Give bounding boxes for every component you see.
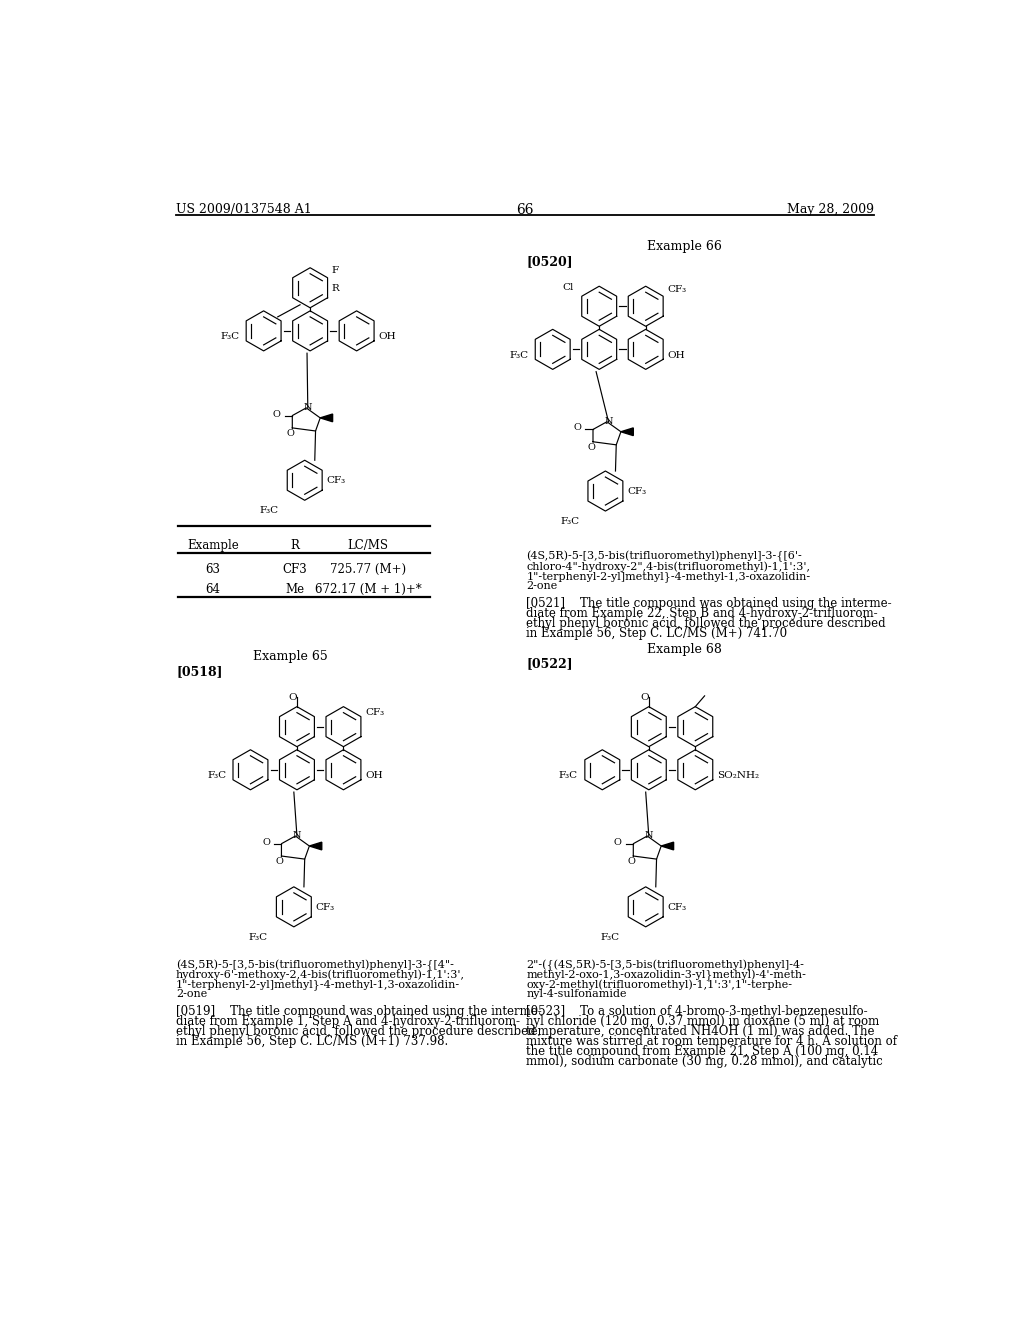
Text: oxy-2-methyl(trifluoromethyl)-1,1':3',1"-terphe-: oxy-2-methyl(trifluoromethyl)-1,1':3',1"… xyxy=(526,979,793,990)
Text: 672.17 (M + 1)+*: 672.17 (M + 1)+* xyxy=(314,583,422,597)
Text: R: R xyxy=(290,539,299,552)
Text: O: O xyxy=(289,693,297,702)
Text: OH: OH xyxy=(366,771,383,780)
Text: 2-one: 2-one xyxy=(526,581,558,591)
Text: [0518]: [0518] xyxy=(176,665,222,678)
Text: CF₃: CF₃ xyxy=(315,903,335,912)
Text: F₃C: F₃C xyxy=(207,771,226,780)
Text: N: N xyxy=(644,832,653,841)
Text: Example 66: Example 66 xyxy=(647,240,722,253)
Text: CF₃: CF₃ xyxy=(668,285,686,293)
Text: 66: 66 xyxy=(516,203,534,216)
Text: Example: Example xyxy=(187,539,240,552)
Text: F₃C: F₃C xyxy=(249,933,268,942)
Text: (4S,5R)-5-[3,5-bis(trifluoromethyl)phenyl]-3-{[6'-: (4S,5R)-5-[3,5-bis(trifluoromethyl)pheny… xyxy=(526,552,802,562)
Text: O: O xyxy=(262,838,270,846)
Text: nyl-4-sulfonamide: nyl-4-sulfonamide xyxy=(526,989,627,999)
Text: [0521]    The title compound was obtained using the interme-: [0521] The title compound was obtained u… xyxy=(526,597,892,610)
Text: F₃C: F₃C xyxy=(560,517,580,527)
Text: diate from Example 1, Step A and 4-hydroxy-2-trifluorom-: diate from Example 1, Step A and 4-hydro… xyxy=(176,1015,520,1028)
Text: methyl-2-oxo-1,3-oxazolidin-3-yl}methyl)-4'-meth-: methyl-2-oxo-1,3-oxazolidin-3-yl}methyl)… xyxy=(526,969,806,981)
Polygon shape xyxy=(309,842,322,850)
Text: the title compound from Example 21, Step A (100 mg, 0.14: the title compound from Example 21, Step… xyxy=(526,1045,879,1059)
Text: F₃C: F₃C xyxy=(220,333,240,342)
Text: N: N xyxy=(303,404,312,412)
Text: F₃C: F₃C xyxy=(559,771,578,780)
Text: in Example 56, Step C. LC/MS (M+1) 737.98.: in Example 56, Step C. LC/MS (M+1) 737.9… xyxy=(176,1035,449,1048)
Text: Example 65: Example 65 xyxy=(253,649,328,663)
Text: SO₂NH₂: SO₂NH₂ xyxy=(717,771,759,780)
Text: 64: 64 xyxy=(206,583,221,597)
Text: 1"-terphenyl-2-yl]methyl}-4-methyl-1,3-oxazolidin-: 1"-terphenyl-2-yl]methyl}-4-methyl-1,3-o… xyxy=(176,979,460,990)
Text: ethyl phenyl boronic acid, followed the procedure described: ethyl phenyl boronic acid, followed the … xyxy=(176,1026,536,1039)
Text: O: O xyxy=(613,838,622,846)
Text: 1"-terphenyl-2-yl]methyl}-4-methyl-1,3-oxazolidin-: 1"-terphenyl-2-yl]methyl}-4-methyl-1,3-o… xyxy=(526,572,810,582)
Text: F: F xyxy=(332,267,339,275)
Text: CF₃: CF₃ xyxy=(366,708,384,717)
Text: [0519]    The title compound was obtained using the interme-: [0519] The title compound was obtained u… xyxy=(176,1006,542,1019)
Text: chloro-4"-hydroxy-2",4-bis(trifluoromethyl)-1,1':3',: chloro-4"-hydroxy-2",4-bis(trifluorometh… xyxy=(526,561,810,572)
Text: N: N xyxy=(604,417,612,426)
Polygon shape xyxy=(321,414,333,422)
Text: LC/MS: LC/MS xyxy=(348,539,389,552)
Text: 2"-({(4S,5R)-5-[3,5-bis(trifluoromethyl)phenyl]-4-: 2"-({(4S,5R)-5-[3,5-bis(trifluoromethyl)… xyxy=(526,960,804,970)
Text: O: O xyxy=(275,857,284,866)
Text: CF₃: CF₃ xyxy=(668,903,686,912)
Text: Cl: Cl xyxy=(562,284,573,292)
Text: O: O xyxy=(641,693,649,702)
Text: O: O xyxy=(588,442,595,451)
Text: 2-one: 2-one xyxy=(176,989,207,999)
Text: Me: Me xyxy=(285,583,304,597)
Text: O: O xyxy=(272,409,281,418)
Text: nyl chloride (120 mg, 0.37 mmol) in dioxane (5 ml) at room: nyl chloride (120 mg, 0.37 mmol) in diox… xyxy=(526,1015,880,1028)
Text: in Example 56, Step C. LC/MS (M+) 741.70: in Example 56, Step C. LC/MS (M+) 741.70 xyxy=(526,627,787,640)
Polygon shape xyxy=(662,842,674,850)
Text: N: N xyxy=(293,832,301,841)
Text: CF₃: CF₃ xyxy=(627,487,646,496)
Text: May 28, 2009: May 28, 2009 xyxy=(786,203,873,216)
Text: O: O xyxy=(573,424,582,433)
Text: 725.77 (M+): 725.77 (M+) xyxy=(330,564,407,577)
Text: 63: 63 xyxy=(206,564,221,577)
Text: F₃C: F₃C xyxy=(601,933,620,942)
Text: mmol), sodium carbonate (30 mg, 0.28 mmol), and catalytic: mmol), sodium carbonate (30 mg, 0.28 mmo… xyxy=(526,1056,883,1068)
Text: R: R xyxy=(332,284,340,293)
Text: CF3: CF3 xyxy=(283,564,307,577)
Text: US 2009/0137548 A1: US 2009/0137548 A1 xyxy=(176,203,311,216)
Text: hydroxy-6'-methoxy-2,4-bis(trifluoromethyl)-1,1':3',: hydroxy-6'-methoxy-2,4-bis(trifluorometh… xyxy=(176,969,465,979)
Text: OH: OH xyxy=(378,333,396,342)
Text: [0520]: [0520] xyxy=(526,256,573,268)
Text: diate from Example 22, Step B and 4-hydroxy-2-trifluorom-: diate from Example 22, Step B and 4-hydr… xyxy=(526,607,878,620)
Text: ethyl phenyl boronic acid, followed the procedure described: ethyl phenyl boronic acid, followed the … xyxy=(526,618,886,631)
Text: CF₃: CF₃ xyxy=(327,477,345,486)
Text: Example 68: Example 68 xyxy=(647,644,722,656)
Text: O: O xyxy=(628,857,636,866)
Polygon shape xyxy=(621,428,633,436)
Text: F₃C: F₃C xyxy=(509,351,528,360)
Text: [0523]    To a solution of 4-bromo-3-methyl-benzenesulfo-: [0523] To a solution of 4-bromo-3-methyl… xyxy=(526,1006,868,1019)
Text: (4S,5R)-5-[3,5-bis(trifluoromethyl)phenyl]-3-{[4"-: (4S,5R)-5-[3,5-bis(trifluoromethyl)pheny… xyxy=(176,960,454,970)
Text: F₃C: F₃C xyxy=(260,507,279,515)
Text: mixture was stirred at room temperature for 4 h. A solution of: mixture was stirred at room temperature … xyxy=(526,1035,897,1048)
Text: [0522]: [0522] xyxy=(526,657,573,671)
Text: OH: OH xyxy=(668,351,685,360)
Text: O: O xyxy=(287,429,295,438)
Text: temperature, concentrated NH4OH (1 ml) was added. The: temperature, concentrated NH4OH (1 ml) w… xyxy=(526,1026,874,1039)
